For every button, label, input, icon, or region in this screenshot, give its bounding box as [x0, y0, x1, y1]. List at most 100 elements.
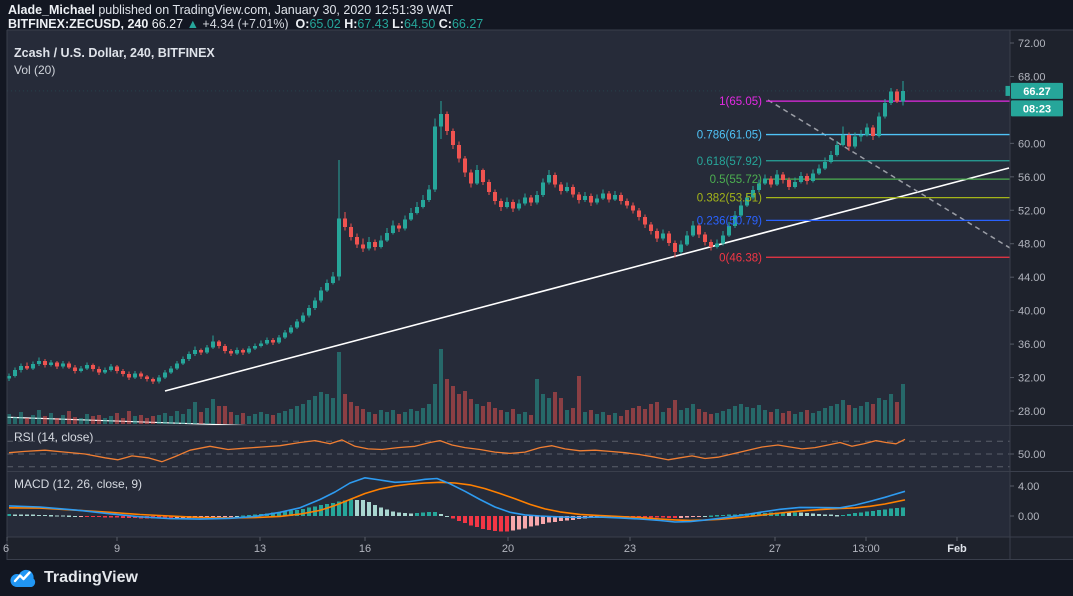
candle-body — [859, 134, 863, 137]
volume-bar — [25, 418, 29, 424]
rsi-pane-label[interactable]: RSI (14, close) — [14, 430, 94, 444]
tradingview-logo-icon[interactable] — [10, 567, 36, 589]
time-tick-label: 27 — [769, 543, 781, 555]
candle-body — [277, 337, 281, 343]
chart-legend-title[interactable]: Zcash / U.S. Dollar, 240, BITFINEX — [14, 46, 215, 60]
volume-bar — [247, 416, 251, 424]
candle-body — [31, 364, 35, 369]
volume-bar — [343, 394, 347, 424]
volume-bar — [469, 399, 473, 424]
volume-bar — [271, 415, 275, 424]
fib-label: 0.618(57.92) — [697, 156, 762, 168]
candle-body — [385, 232, 389, 241]
volume-bar — [355, 406, 359, 424]
broken-downtrend-line[interactable] — [767, 99, 1010, 249]
macd-histogram-bar — [475, 516, 479, 528]
macd-histogram-bar — [379, 507, 383, 516]
macd-histogram-bar — [109, 516, 113, 518]
macd-histogram-bar — [457, 516, 461, 521]
candle-body — [199, 349, 203, 353]
candle-body — [373, 242, 377, 248]
macd-histogram-bar — [43, 515, 47, 517]
candle-body — [127, 374, 131, 378]
macd-histogram-bar — [55, 515, 59, 517]
volume-bar — [301, 404, 305, 424]
volume-bar — [241, 413, 245, 424]
volume-bar — [439, 349, 443, 424]
volume-bar — [733, 406, 737, 424]
time-axis-background — [7, 537, 1073, 560]
candle-body — [271, 339, 275, 343]
macd-histogram-bar — [547, 516, 551, 523]
macd-histogram-bar — [235, 515, 239, 518]
time-tick-label: 9 — [114, 543, 120, 555]
candle-body — [103, 370, 107, 373]
candle-body — [397, 225, 401, 229]
candle-body — [649, 224, 653, 232]
volume-bar — [283, 411, 287, 424]
volume-bar — [553, 392, 557, 424]
volume-bar — [211, 399, 215, 424]
symbol-line: BITFINEX:ZECUSD, 240 66.27 ▲ +4.34 (+7.0… — [8, 17, 487, 31]
ohlc-value: 67.43 — [357, 17, 393, 31]
candle-body — [247, 348, 251, 353]
macd-histogram-bar — [805, 512, 809, 516]
last-price-badge[interactable] — [1011, 82, 1063, 99]
macd-histogram-bar — [67, 515, 71, 517]
candle-body — [223, 345, 227, 351]
macd-histogram-bar — [517, 516, 521, 530]
volume-bar — [841, 400, 845, 424]
volume-bar — [379, 410, 383, 424]
fib-label: 0.786(61.05) — [697, 130, 762, 142]
candle-body — [235, 349, 239, 354]
macd-histogram-bar — [223, 516, 227, 518]
volume-bar — [175, 411, 179, 424]
candle-body — [469, 172, 473, 184]
macd-histogram-bar — [37, 514, 41, 517]
candle-body — [793, 181, 797, 187]
candle-body — [121, 370, 125, 375]
candle-body — [415, 206, 419, 213]
macd-histogram-bar — [403, 513, 407, 516]
macd-histogram-bar — [337, 501, 341, 516]
macd-histogram-bar — [559, 516, 563, 521]
candle-body — [631, 205, 635, 211]
tradingview-brand-text[interactable]: TradingView — [44, 569, 138, 586]
volume-bar — [403, 412, 407, 424]
macd-histogram-bar — [25, 514, 29, 516]
last-price: 66.27 — [151, 17, 184, 31]
candle-body — [331, 276, 335, 284]
macd-pane-label[interactable]: MACD (12, 26, close, 9) — [14, 477, 143, 491]
candle-body — [901, 90, 905, 102]
volume-bar — [799, 412, 803, 424]
candle-body — [85, 364, 89, 369]
volume-bar — [703, 412, 707, 424]
macd-histogram-bar — [535, 516, 539, 526]
candle-body — [433, 126, 437, 190]
ohlc-values: O:65.02 H:67.43 L:64.50 C:66.27 — [296, 17, 487, 31]
candle-body — [829, 155, 833, 162]
rising-support-trendline[interactable] — [164, 167, 1010, 392]
volume-bar — [289, 409, 293, 424]
chart-plot-area[interactable]: 1(65.05) 0.786(61.05) 0.618(57.92) 0.5(55.7… — [0, 0, 1073, 560]
volume-bar — [133, 416, 137, 424]
volume-bar — [73, 417, 77, 424]
macd-histogram-bar — [175, 516, 179, 519]
candle-body — [763, 178, 767, 184]
volume-bar — [715, 413, 719, 424]
macd-histogram-bar — [451, 516, 455, 519]
ohlc-label: O: — [295, 17, 310, 31]
macd-histogram-bar — [901, 507, 905, 516]
volume-bar — [541, 394, 545, 424]
volume-bar — [391, 410, 395, 424]
volume-bar — [745, 407, 749, 424]
up-arrow-icon: ▲ — [186, 17, 199, 31]
volume-legend[interactable]: Vol (20) — [14, 63, 56, 77]
volume-bar — [109, 416, 113, 424]
macd-histogram-bar — [529, 516, 533, 527]
candle-body — [25, 365, 29, 369]
candle-body — [577, 194, 581, 201]
volume-bar — [889, 394, 893, 424]
volume-bar — [313, 396, 317, 424]
